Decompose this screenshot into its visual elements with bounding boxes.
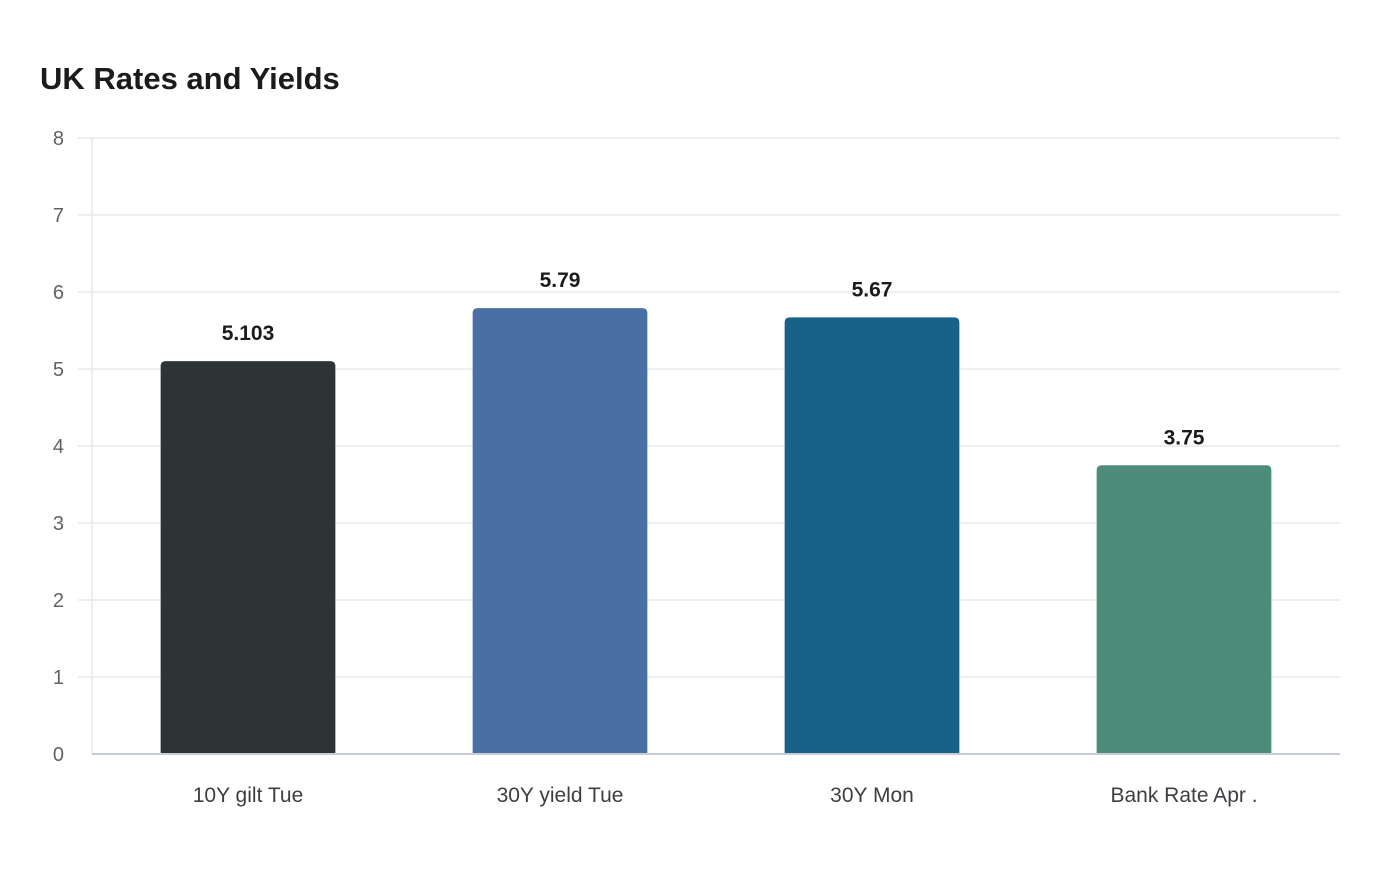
data-label: 5.79 <box>540 269 581 292</box>
bar <box>472 308 648 754</box>
x-tick-label: 30Y Mon <box>830 784 914 807</box>
bar <box>160 361 336 754</box>
bar <box>1096 465 1272 754</box>
data-label: 5.103 <box>222 322 275 345</box>
data-label: 3.75 <box>1164 426 1205 449</box>
chart-title: UK Rates and Yields <box>40 61 340 96</box>
y-tick-label: 0 <box>53 744 64 766</box>
y-tick-label: 8 <box>53 128 64 150</box>
bar <box>784 317 960 754</box>
y-tick-label: 4 <box>53 436 64 458</box>
y-tick-label: 1 <box>53 667 64 689</box>
bars <box>160 308 1272 754</box>
y-tick-label: 5 <box>53 359 64 381</box>
y-tick-label: 6 <box>53 282 64 304</box>
y-tick-label: 7 <box>53 205 64 227</box>
axes <box>91 138 1340 755</box>
x-tick-label: 10Y gilt Tue <box>193 784 304 807</box>
data-label: 5.67 <box>852 278 893 301</box>
y-tick-label: 2 <box>53 590 64 612</box>
x-tick-label: 30Y yield Tue <box>497 784 624 807</box>
labels: 0 1 2 3 4 5 6 7 8 5.103 10Y gilt Tue 5.79 30Y yield … <box>53 128 1258 807</box>
y-tick-label: 3 <box>53 513 64 535</box>
x-tick-label: Bank Rate Apr . <box>1110 784 1257 807</box>
